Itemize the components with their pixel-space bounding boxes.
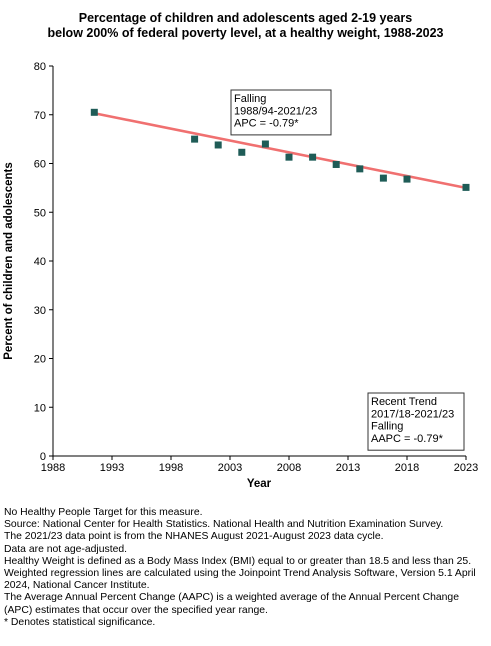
y-tick-label: 0 (40, 451, 46, 463)
footnote-line: Source: National Center for Health Stati… (4, 519, 444, 531)
x-tick-label: 2008 (277, 462, 301, 474)
data-point (332, 160, 340, 168)
y-tick-label: 40 (34, 256, 46, 268)
annotation-text: Falling (371, 421, 403, 433)
data-point (90, 108, 98, 116)
y-tick-label: 60 (34, 159, 46, 171)
y-tick-label: 80 (34, 61, 46, 73)
footnotes: No Healthy People Target for this measur… (4, 507, 488, 629)
footnote-line: Weighted regression lines are calculated… (4, 568, 476, 592)
data-point (214, 141, 222, 149)
annotation-text: 2017/18-2021/23 (371, 408, 454, 420)
x-tick-label: 1993 (100, 462, 124, 474)
data-points (90, 108, 470, 191)
data-point (285, 153, 293, 161)
chart-title-line-1: Percentage of children and adolescents a… (78, 11, 413, 25)
y-tick-label: 20 (34, 354, 46, 366)
chart-title-line-2: below 200% of federal poverty level, at … (47, 26, 444, 40)
data-point (403, 175, 411, 183)
axes: 0 10 20 30 40 50 60 70 80 1988 1993 1998 2003 2008 201… (34, 61, 478, 474)
trend-line (93, 111, 468, 190)
data-point (191, 135, 199, 143)
footnote-line: No Healthy People Target for this measur… (4, 507, 203, 518)
data-point (462, 183, 470, 191)
annotation-text: APC = -0.79* (234, 118, 299, 130)
data-point (379, 174, 387, 182)
x-axis-label: Year (247, 478, 272, 490)
data-point (309, 153, 317, 161)
data-point (356, 165, 364, 173)
annotation-frame (230, 89, 332, 136)
footnote-line: The 2021/23 data point is from the NHANE… (4, 531, 384, 543)
x-tick-label: 2003 (218, 462, 242, 474)
annotation-text: Falling (234, 93, 266, 105)
chart-title: Percentage of children and adolescents a… (0, 11, 491, 41)
trend-line-group (93, 111, 468, 190)
footnote-line: The Average Annual Percent Change (AAPC)… (4, 592, 459, 616)
x-tick-label: 1998 (159, 462, 183, 474)
data-point (238, 148, 246, 156)
x-tick-label: 2013 (336, 462, 360, 474)
y-tick-label: 30 (34, 305, 46, 317)
footnote-line: Healthy Weight is defined as a Body Mass… (4, 555, 472, 567)
x-tick-label: 2023 (454, 462, 478, 474)
x-tick-label: 2018 (395, 462, 419, 474)
y-axis-label: Percent of children and adolescents (3, 162, 15, 359)
y-tick-label: 70 (34, 110, 46, 122)
y-tick-label: 10 (34, 402, 46, 414)
footnote-line: * Denotes statistical significance. (4, 616, 156, 628)
x-tick-label: 1988 (41, 462, 65, 474)
data-point (261, 140, 269, 148)
annotation-text: Recent Trend (371, 396, 437, 408)
annotation-text: 1988/94-2021/23 (234, 105, 317, 117)
footnote-line: Data are not age-adjusted. (4, 543, 128, 555)
chart-plot: 0 10 20 30 40 50 60 70 80 1988 1993 1998 2003 2008 201… (3, 61, 478, 490)
annotation-frame (367, 392, 465, 451)
annotation-text: AAPC = -0.79* (371, 433, 444, 445)
y-tick-label: 50 (34, 207, 46, 219)
